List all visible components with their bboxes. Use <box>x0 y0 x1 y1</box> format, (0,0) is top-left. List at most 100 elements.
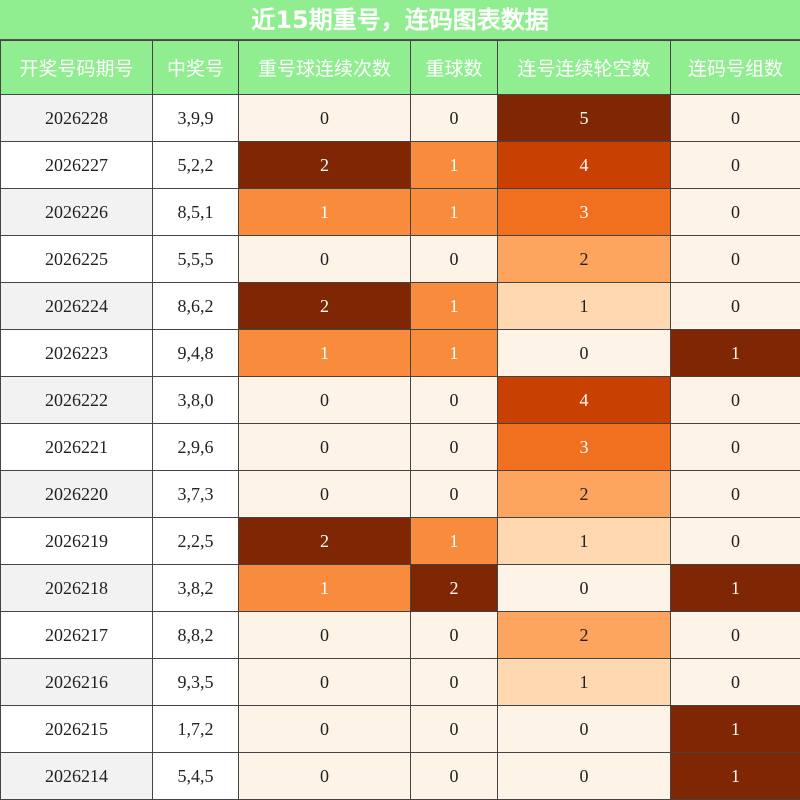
value-cell: 0 <box>671 377 800 424</box>
numbers-cell: 3,9,9 <box>153 95 239 142</box>
value-cell: 1 <box>498 283 671 330</box>
value-cell: 1 <box>411 330 498 377</box>
numbers-cell: 8,5,1 <box>153 189 239 236</box>
period-cell: 2026223 <box>1 330 153 377</box>
value-cell: 0 <box>411 95 498 142</box>
value-cell: 0 <box>239 612 411 659</box>
period-cell: 2026218 <box>1 565 153 612</box>
value-cell: 1 <box>411 283 498 330</box>
value-cell: 0 <box>239 659 411 706</box>
numbers-cell: 3,7,3 <box>153 471 239 518</box>
value-cell: 1 <box>239 189 411 236</box>
value-cell: 0 <box>671 424 800 471</box>
value-cell: 1 <box>498 518 671 565</box>
period-cell: 2026222 <box>1 377 153 424</box>
column-header: 连号连续轮空数 <box>498 41 671 95</box>
numbers-cell: 5,4,5 <box>153 753 239 800</box>
value-cell: 0 <box>411 612 498 659</box>
value-cell: 0 <box>671 283 800 330</box>
value-cell: 3 <box>498 189 671 236</box>
header-row: 开奖号码期号中奖号重号球连续次数重球数连号连续轮空数连码号组数 <box>1 41 800 95</box>
numbers-cell: 5,5,5 <box>153 236 239 283</box>
numbers-cell: 5,2,2 <box>153 142 239 189</box>
value-cell: 0 <box>671 95 800 142</box>
value-cell: 0 <box>411 377 498 424</box>
value-cell: 0 <box>671 471 800 518</box>
value-cell: 2 <box>239 142 411 189</box>
value-cell: 4 <box>498 377 671 424</box>
value-cell: 0 <box>239 753 411 800</box>
period-cell: 2026216 <box>1 659 153 706</box>
value-cell: 0 <box>411 659 498 706</box>
value-cell: 2 <box>498 236 671 283</box>
value-cell: 0 <box>498 753 671 800</box>
value-cell: 0 <box>671 659 800 706</box>
value-cell: 0 <box>411 236 498 283</box>
value-cell: 1 <box>671 565 800 612</box>
value-cell: 0 <box>498 565 671 612</box>
numbers-cell: 2,2,5 <box>153 518 239 565</box>
value-cell: 0 <box>671 612 800 659</box>
numbers-cell: 9,4,8 <box>153 330 239 377</box>
period-cell: 2026224 <box>1 283 153 330</box>
numbers-cell: 3,8,0 <box>153 377 239 424</box>
numbers-cell: 8,6,2 <box>153 283 239 330</box>
value-cell: 0 <box>239 95 411 142</box>
value-cell: 2 <box>498 612 671 659</box>
value-cell: 0 <box>498 706 671 753</box>
title: 近15期重号，连码图表数据 <box>0 0 800 40</box>
value-cell: 5 <box>498 95 671 142</box>
value-cell: 0 <box>239 706 411 753</box>
column-header: 中奖号 <box>153 41 239 95</box>
value-cell: 0 <box>411 753 498 800</box>
period-cell: 2026217 <box>1 612 153 659</box>
period-cell: 2026219 <box>1 518 153 565</box>
value-cell: 0 <box>239 424 411 471</box>
column-header: 重号球连续次数 <box>239 41 411 95</box>
value-cell: 2 <box>239 283 411 330</box>
numbers-cell: 8,8,2 <box>153 612 239 659</box>
value-cell: 1 <box>411 142 498 189</box>
period-cell: 2026214 <box>1 753 153 800</box>
value-cell: 0 <box>411 424 498 471</box>
numbers-cell: 9,3,5 <box>153 659 239 706</box>
period-cell: 2026227 <box>1 142 153 189</box>
value-cell: 0 <box>671 518 800 565</box>
value-cell: 0 <box>239 236 411 283</box>
numbers-cell: 1,7,2 <box>153 706 239 753</box>
value-cell: 0 <box>411 706 498 753</box>
column-header: 开奖号码期号 <box>1 41 153 95</box>
numbers-cell: 2,9,6 <box>153 424 239 471</box>
value-cell: 1 <box>239 565 411 612</box>
value-cell: 0 <box>239 377 411 424</box>
value-cell: 4 <box>498 142 671 189</box>
numbers-cell: 3,8,2 <box>153 565 239 612</box>
value-cell: 0 <box>671 236 800 283</box>
period-cell: 2026225 <box>1 236 153 283</box>
value-cell: 1 <box>239 330 411 377</box>
period-cell: 2026228 <box>1 95 153 142</box>
period-cell: 2026226 <box>1 189 153 236</box>
value-cell: 2 <box>239 518 411 565</box>
value-cell: 0 <box>671 189 800 236</box>
period-cell: 2026215 <box>1 706 153 753</box>
value-cell: 1 <box>671 330 800 377</box>
column-header: 连码号组数 <box>671 41 800 95</box>
value-cell: 3 <box>498 424 671 471</box>
